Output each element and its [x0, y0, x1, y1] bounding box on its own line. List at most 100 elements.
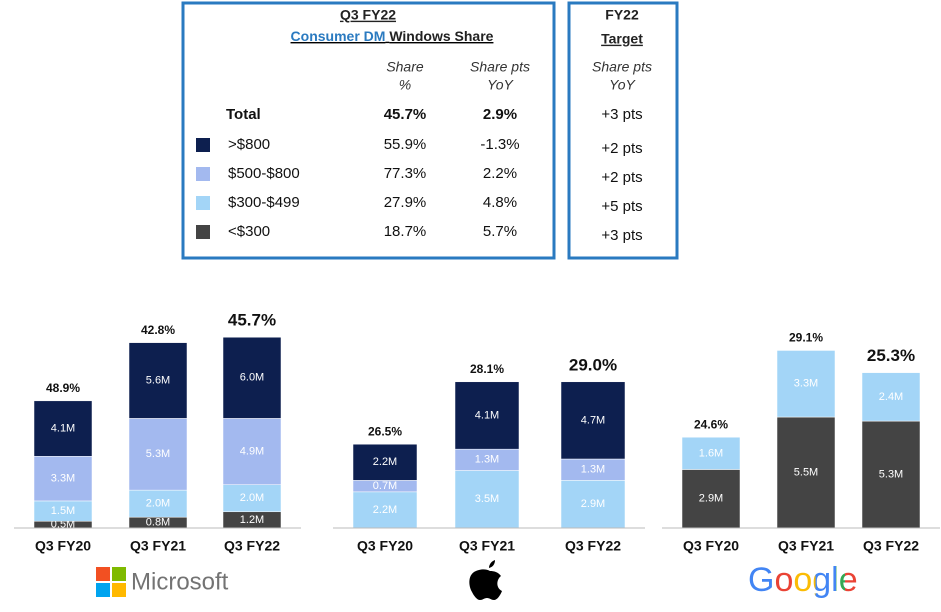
bar-segment — [128, 418, 188, 491]
segment-label: 2.9M — [581, 498, 605, 510]
column-header: % — [399, 77, 411, 93]
bar-segment — [861, 372, 921, 422]
x-tick-label: Q3 FY21 — [778, 538, 834, 554]
share-label: 45.7% — [228, 311, 276, 330]
bar-segment — [681, 436, 741, 470]
bar-segment — [560, 480, 626, 529]
bar-segment — [33, 456, 93, 502]
row-label: $500-$800 — [228, 165, 300, 182]
segment-label: 5.3M — [146, 448, 170, 460]
column-header: Share pts — [470, 59, 530, 75]
share-cell: 18.7% — [384, 223, 427, 240]
legend-swatch — [196, 167, 210, 181]
yoy-cell: 4.8% — [483, 194, 517, 211]
table-box — [181, 1, 556, 260]
apple-logo — [469, 560, 502, 600]
segment-label: 2.0M — [240, 492, 264, 504]
bar-segment — [560, 381, 626, 460]
segment-label: 5.6M — [146, 374, 170, 386]
segment-label: 5.3M — [879, 468, 903, 480]
bar-segment — [222, 484, 282, 513]
brand: Microsoft — [131, 568, 229, 595]
x-tick-label: Q3 FY21 — [130, 538, 186, 554]
share-cell: 77.3% — [384, 165, 427, 182]
share-label: 29.1% — [789, 331, 823, 345]
x-tick-label: Q3 FY22 — [565, 538, 621, 554]
subtitle-link: Consumer DM — [291, 28, 386, 44]
bar-segment — [454, 470, 520, 529]
segment-label: 2.2M — [373, 456, 397, 468]
target-title: FY22 — [605, 7, 639, 23]
legend-swatch — [196, 138, 210, 152]
x-tick-label: Q3 FY20 — [35, 538, 91, 554]
yoy-cell: 2.9% — [483, 106, 517, 123]
bar-segment — [128, 489, 188, 518]
apple-icon — [469, 560, 502, 600]
share-label: 24.6% — [694, 417, 728, 431]
segment-label: 1.2M — [240, 514, 264, 526]
yoy-cell: -1.3% — [480, 136, 519, 153]
target-cell: +3 pts — [601, 106, 642, 123]
share-label: 42.8% — [141, 323, 175, 337]
segment-label: 2.4M — [879, 391, 903, 403]
segment-label: 6.0M — [240, 372, 264, 384]
segment-label: 1.5M — [51, 505, 75, 517]
share-label: 25.3% — [867, 346, 915, 365]
column-header: Share pts — [592, 59, 652, 75]
microsoft-logo: Microsoft — [96, 567, 229, 597]
bar-segment — [776, 416, 836, 529]
legend-swatch — [196, 196, 210, 210]
column-header: Share — [386, 59, 424, 75]
segment-label: 4.9M — [240, 445, 264, 457]
bar-segment — [128, 342, 188, 419]
segment-label: 4.1M — [475, 409, 499, 421]
row-label: $300-$499 — [228, 194, 300, 211]
x-tick-label: Q3 FY22 — [224, 538, 280, 554]
target-title: Target — [601, 31, 643, 47]
table-title: Q3 FY22 — [340, 7, 396, 23]
segment-label: 0.8M — [146, 516, 170, 528]
bar-segment — [454, 381, 520, 450]
table-subtitle: Consumer DM Windows Share — [291, 28, 494, 44]
logo-tile — [96, 583, 110, 597]
logo-tile — [112, 567, 126, 581]
segment-label: 1.3M — [581, 464, 605, 476]
row-label: <$300 — [228, 223, 270, 240]
bar-segment — [681, 469, 741, 529]
brand: Google — [748, 561, 858, 599]
target-box — [567, 1, 679, 260]
segment-label: 3.3M — [51, 473, 75, 485]
x-tick-label: Q3 FY20 — [357, 538, 413, 554]
row-label: >$800 — [228, 136, 270, 153]
bar-segment — [352, 491, 418, 529]
column-header: YoY — [609, 77, 636, 93]
target-cell: +2 pts — [601, 140, 642, 157]
bar-segment — [861, 420, 921, 529]
segment-label: 1.3M — [475, 454, 499, 466]
segment-label: 3.3M — [794, 378, 818, 390]
x-tick-label: Q3 FY21 — [459, 538, 515, 554]
row-label: Total — [226, 106, 261, 123]
segment-label: 2.9M — [699, 493, 723, 505]
share-cell: 45.7% — [384, 106, 427, 123]
logo-tile — [112, 583, 126, 597]
share-label: 48.9% — [46, 381, 80, 395]
target-cell: +3 pts — [601, 227, 642, 244]
share-label: 26.5% — [368, 424, 402, 438]
bar-segment — [352, 443, 418, 481]
share-label: 29.0% — [569, 355, 617, 374]
segment-label: 2.0M — [146, 498, 170, 510]
bar-segment — [776, 350, 836, 418]
segment-label: 2.2M — [373, 504, 397, 516]
subtitle-text: Windows Share — [389, 28, 493, 44]
bar-segment — [222, 418, 282, 485]
yoy-cell: 5.7% — [483, 223, 517, 240]
bar-segment — [33, 400, 93, 457]
share-cell: 27.9% — [384, 194, 427, 211]
segment-label: 1.6M — [699, 447, 723, 459]
target-cell: +2 pts — [601, 169, 642, 186]
yoy-cell: 2.2% — [483, 165, 517, 182]
x-tick-label: Q3 FY22 — [863, 538, 919, 554]
target-cell: +5 pts — [601, 198, 642, 215]
